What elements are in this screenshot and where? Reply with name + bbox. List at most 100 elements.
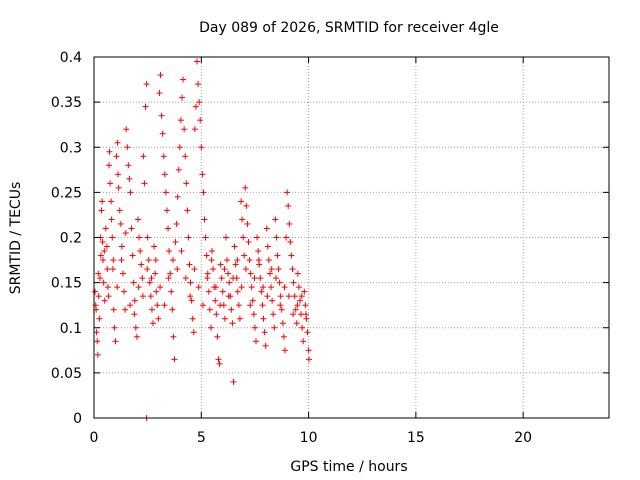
data-point — [285, 293, 292, 300]
data-point — [303, 311, 310, 318]
data-point — [259, 302, 266, 309]
data-point — [133, 333, 140, 340]
data-point — [203, 252, 210, 259]
data-point — [158, 112, 165, 119]
data-point — [150, 320, 157, 327]
data-point — [277, 302, 284, 309]
data-point — [286, 220, 293, 227]
data-point — [246, 257, 253, 264]
data-point — [251, 324, 258, 331]
data-point — [148, 275, 155, 282]
data-point — [222, 234, 229, 241]
data-point — [97, 275, 104, 282]
data-point — [152, 257, 159, 264]
data-point — [255, 248, 262, 255]
x-axis-label: GPS time / hours — [290, 459, 407, 475]
data-point — [279, 320, 286, 327]
data-point — [225, 270, 232, 277]
data-point — [108, 198, 115, 205]
data-point — [226, 279, 233, 286]
data-point — [290, 279, 297, 286]
data-point — [265, 257, 272, 264]
data-point — [162, 189, 169, 196]
data-point — [221, 266, 228, 273]
data-point — [238, 284, 245, 291]
data-point — [165, 225, 172, 232]
data-point — [124, 144, 131, 151]
data-point — [174, 193, 181, 200]
data-point — [143, 81, 150, 88]
data-point — [178, 248, 185, 255]
data-point — [225, 293, 232, 300]
data-point — [152, 270, 159, 277]
data-point — [145, 257, 152, 264]
y-tick-label: 0.05 — [51, 366, 82, 382]
data-point — [212, 284, 219, 291]
data-point — [154, 302, 161, 309]
data-point — [128, 225, 135, 232]
data-point — [241, 252, 248, 259]
data-point — [268, 284, 275, 291]
data-point — [121, 288, 128, 295]
data-point — [264, 293, 271, 300]
data-point — [155, 315, 162, 322]
data-point — [116, 207, 123, 214]
data-point — [112, 338, 119, 345]
data-point — [103, 243, 110, 250]
data-point — [281, 284, 288, 291]
data-point — [156, 90, 163, 97]
data-point — [281, 347, 288, 354]
data-point — [178, 94, 185, 101]
data-point — [95, 270, 102, 277]
data-point — [159, 130, 166, 137]
x-tick-label: 15 — [407, 430, 425, 446]
data-point — [306, 356, 313, 363]
data-point — [176, 144, 183, 151]
data-point — [198, 144, 205, 151]
data-point — [167, 270, 174, 277]
data-point — [230, 275, 237, 282]
data-point — [173, 220, 180, 227]
data-point — [260, 284, 267, 291]
data-point — [168, 288, 175, 295]
data-point — [293, 320, 300, 327]
grid — [94, 57, 609, 418]
data-point — [185, 234, 192, 241]
data-point — [191, 126, 198, 133]
data-point — [134, 216, 141, 223]
data-point — [166, 248, 173, 255]
data-point — [266, 270, 273, 277]
data-point — [191, 266, 198, 273]
data-point — [292, 306, 299, 313]
data-point — [250, 311, 257, 318]
data-point — [272, 275, 279, 282]
data-point — [93, 329, 100, 336]
data-point — [247, 270, 254, 277]
data-point — [114, 139, 121, 146]
data-point — [127, 302, 134, 309]
data-point — [172, 239, 179, 246]
data-point — [104, 266, 111, 273]
data-point — [210, 266, 217, 273]
data-point — [186, 261, 193, 268]
data-point — [98, 207, 105, 214]
data-point — [94, 338, 101, 345]
data-point — [142, 103, 149, 110]
x-tick-labels: 0 5 10 15 20 — [90, 430, 533, 446]
data-point — [187, 293, 194, 300]
data-point — [237, 198, 244, 205]
data-point — [100, 279, 107, 286]
data-point — [92, 288, 99, 295]
data-point — [275, 266, 282, 273]
data-point — [110, 257, 117, 264]
data-point — [274, 252, 281, 259]
data-point — [183, 180, 190, 187]
data-point — [247, 302, 254, 309]
data-point — [202, 234, 209, 241]
data-point — [205, 288, 212, 295]
data-point — [217, 302, 224, 309]
data-point — [118, 257, 125, 264]
data-point — [171, 356, 178, 363]
data-point — [234, 257, 241, 264]
